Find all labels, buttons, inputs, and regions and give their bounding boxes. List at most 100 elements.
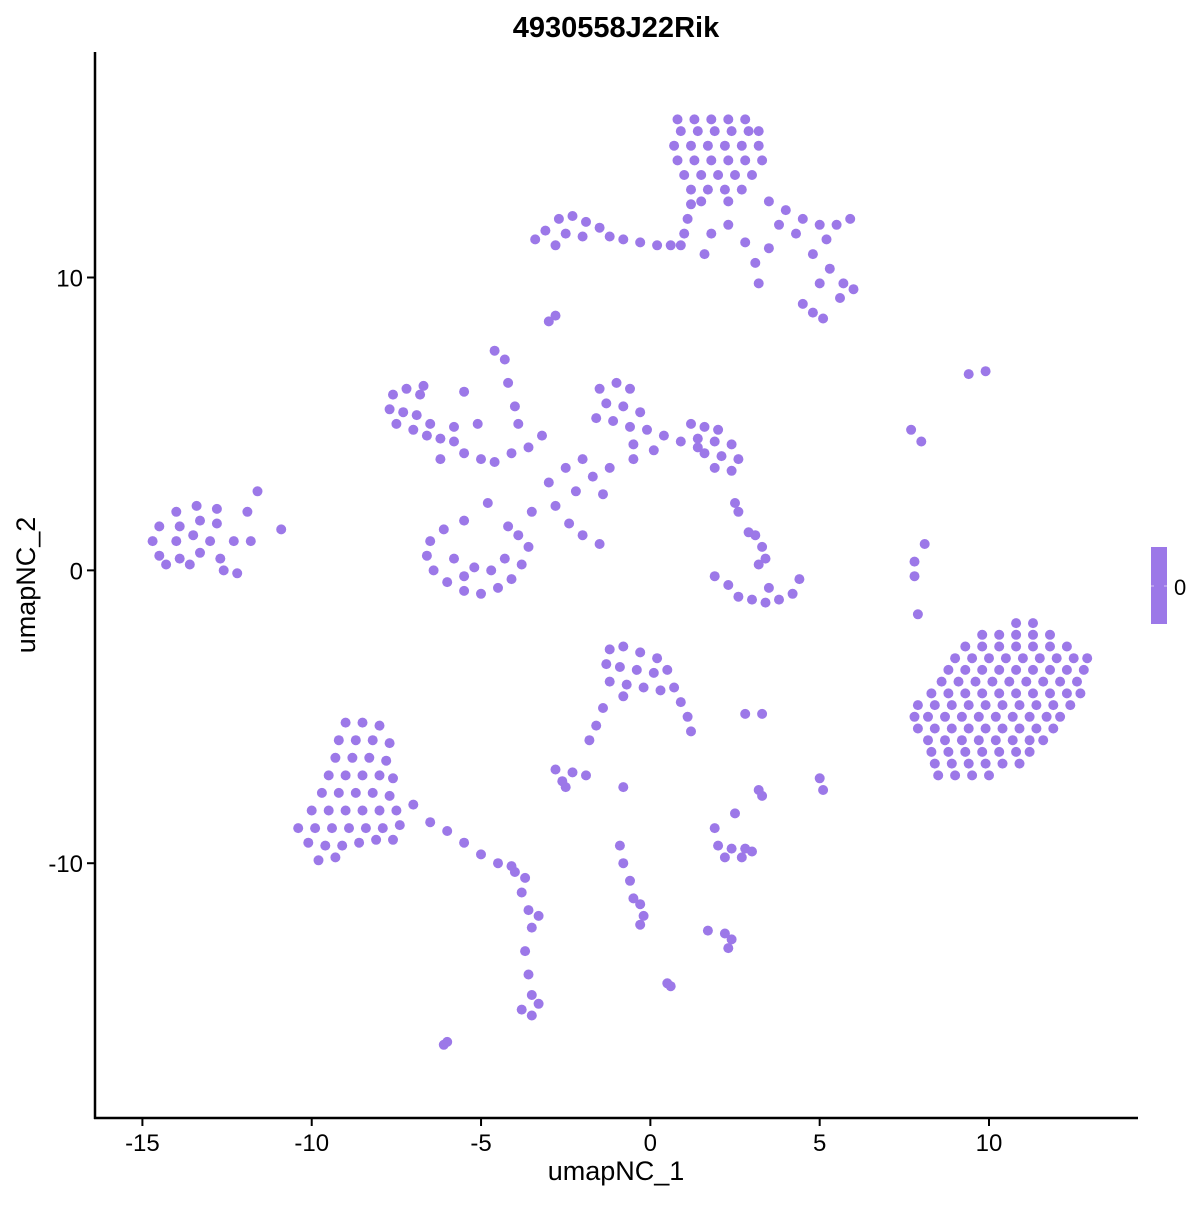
data-point bbox=[340, 805, 351, 816]
data-point bbox=[306, 805, 317, 816]
data-point bbox=[960, 746, 971, 757]
data-point bbox=[706, 228, 717, 239]
data-point bbox=[506, 448, 517, 459]
data-point bbox=[730, 498, 740, 508]
data-point bbox=[320, 840, 331, 851]
data-point bbox=[763, 196, 774, 207]
data-point bbox=[357, 717, 368, 728]
data-point bbox=[1061, 688, 1072, 699]
data-point bbox=[191, 500, 202, 511]
data-point bbox=[719, 140, 730, 151]
data-point bbox=[1078, 664, 1089, 675]
data-point bbox=[675, 697, 686, 708]
data-point bbox=[997, 758, 1008, 769]
data-point bbox=[276, 524, 287, 535]
data-point bbox=[516, 887, 527, 898]
data-point bbox=[550, 310, 561, 321]
data-point bbox=[1017, 653, 1028, 664]
data-point bbox=[327, 823, 337, 834]
data-point bbox=[567, 767, 578, 778]
data-point bbox=[940, 711, 950, 722]
data-point bbox=[391, 418, 402, 429]
data-point bbox=[642, 424, 652, 435]
data-point bbox=[1055, 711, 1066, 722]
data-point bbox=[757, 790, 768, 801]
data-point bbox=[215, 553, 226, 564]
data-point bbox=[977, 746, 988, 757]
data-point bbox=[394, 820, 405, 831]
data-point bbox=[195, 547, 205, 558]
data-point bbox=[960, 688, 971, 699]
data-point bbox=[912, 723, 923, 734]
data-point bbox=[807, 307, 818, 318]
data-point bbox=[702, 184, 713, 195]
data-point bbox=[506, 574, 517, 585]
data-point bbox=[936, 676, 947, 687]
data-point bbox=[635, 647, 646, 658]
data-point bbox=[459, 585, 470, 596]
data-point bbox=[594, 539, 605, 549]
data-point bbox=[631, 664, 642, 675]
data-point bbox=[228, 536, 239, 547]
data-point bbox=[523, 442, 534, 453]
data-point bbox=[425, 817, 436, 828]
data-point bbox=[1028, 664, 1038, 675]
data-point bbox=[513, 418, 524, 429]
data-point bbox=[1028, 688, 1038, 699]
y-tick-label: 0 bbox=[70, 558, 83, 585]
data-point bbox=[401, 383, 412, 394]
data-point bbox=[929, 723, 940, 734]
y-axis-ticks: -10 0 10 bbox=[48, 266, 95, 878]
data-point bbox=[493, 858, 503, 869]
data-point bbox=[736, 184, 747, 195]
points-layer bbox=[147, 114, 1093, 1050]
data-point bbox=[689, 114, 700, 125]
data-point bbox=[618, 401, 629, 412]
data-point bbox=[990, 711, 1001, 722]
data-point bbox=[625, 421, 635, 432]
data-point bbox=[523, 905, 534, 916]
data-point bbox=[408, 424, 419, 435]
data-point bbox=[946, 758, 957, 769]
data-point bbox=[699, 249, 710, 260]
data-point bbox=[442, 826, 453, 836]
data-point bbox=[709, 436, 720, 447]
data-point bbox=[824, 263, 835, 274]
data-point bbox=[963, 758, 974, 769]
data-point bbox=[469, 562, 480, 573]
data-point bbox=[692, 442, 703, 453]
data-point bbox=[960, 641, 971, 652]
data-point bbox=[933, 770, 944, 781]
data-point bbox=[774, 594, 784, 605]
legend-colorbar bbox=[1151, 547, 1167, 624]
data-point bbox=[154, 550, 165, 561]
data-point bbox=[672, 114, 683, 125]
x-tick-label: -10 bbox=[294, 1130, 329, 1157]
data-point bbox=[608, 416, 619, 426]
data-point bbox=[618, 858, 629, 869]
data-point bbox=[699, 421, 710, 432]
data-point bbox=[523, 969, 534, 980]
data-point bbox=[584, 735, 595, 746]
data-point bbox=[733, 506, 744, 517]
data-point bbox=[662, 664, 673, 675]
data-point bbox=[550, 500, 561, 511]
data-point bbox=[506, 861, 517, 872]
data-point bbox=[449, 436, 459, 447]
data-point bbox=[960, 664, 971, 675]
data-point bbox=[723, 196, 734, 207]
data-point bbox=[1034, 653, 1045, 664]
data-point bbox=[526, 506, 537, 517]
data-point bbox=[354, 837, 365, 848]
data-point bbox=[672, 155, 683, 166]
data-point bbox=[980, 723, 991, 734]
data-point bbox=[1000, 653, 1011, 664]
data-point bbox=[980, 366, 991, 377]
data-point bbox=[980, 758, 991, 769]
data-point bbox=[628, 454, 639, 465]
data-point bbox=[713, 170, 724, 180]
data-point bbox=[1014, 700, 1025, 711]
data-point bbox=[909, 571, 920, 582]
data-point bbox=[723, 580, 734, 590]
data-point bbox=[513, 530, 524, 541]
